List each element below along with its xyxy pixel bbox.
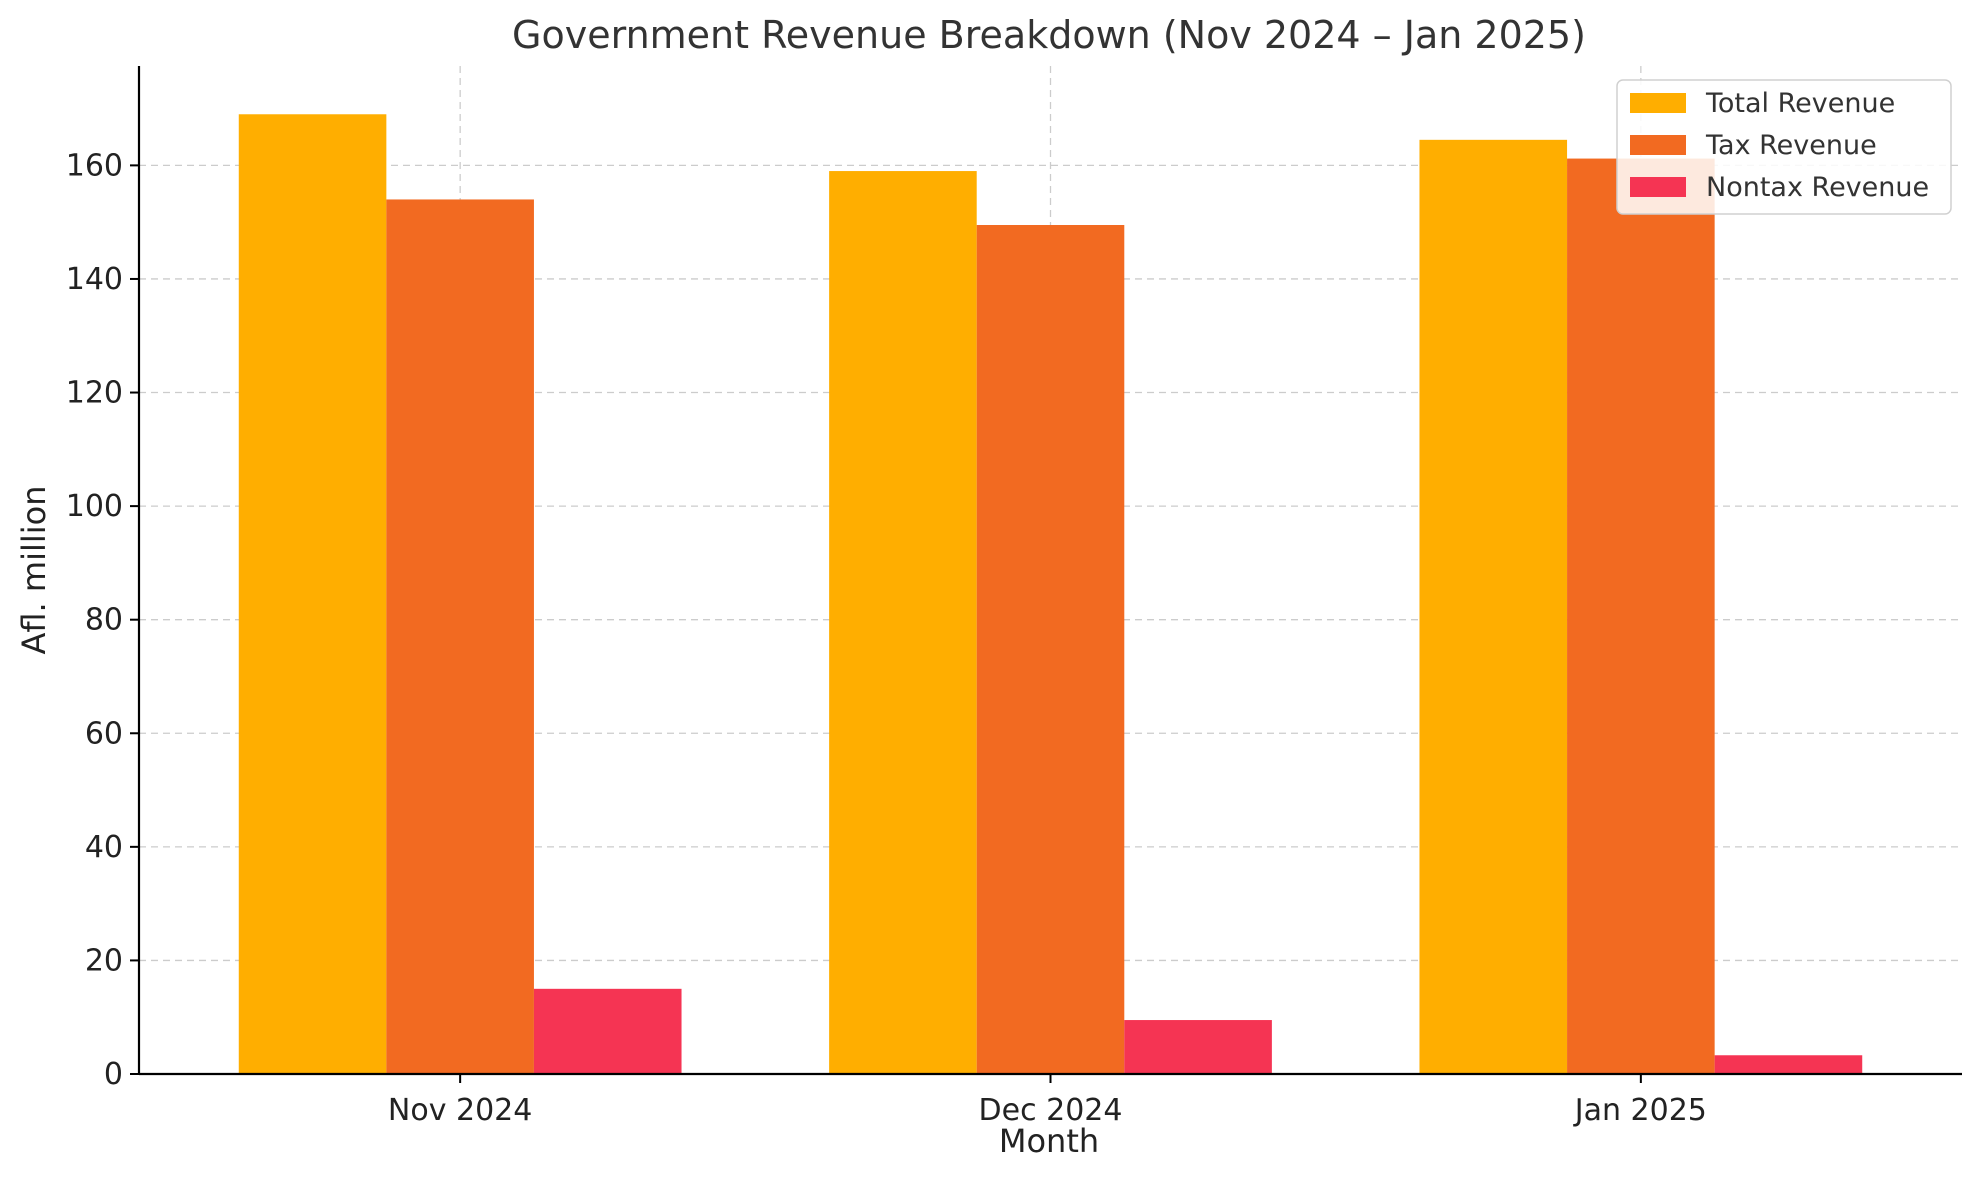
bar-total-revenue-dec-2024 — [829, 171, 977, 1075]
legend-label: Total Revenue — [1705, 88, 1895, 119]
x-tick-label: Jan 2025 — [1573, 1093, 1707, 1128]
y-tick-label: 100 — [66, 489, 123, 524]
y-tick-label: 120 — [66, 376, 123, 411]
bar-nontax-revenue-dec-2024 — [1124, 1020, 1272, 1074]
legend-label: Nontax Revenue — [1706, 172, 1929, 203]
x-tick-label: Dec 2024 — [979, 1093, 1123, 1128]
bar-total-revenue-nov-2024 — [238, 114, 387, 1074]
y-tick-label: 140 — [66, 262, 123, 297]
legend-frame — [1616, 79, 1952, 215]
y-tick-label: 20 — [85, 943, 123, 978]
y-tick-label: 40 — [85, 830, 123, 865]
x-axis-ticks: Nov 2024 Dec 2024 Jan 2025 — [388, 1074, 1707, 1128]
y-tick-label: 0 — [104, 1057, 123, 1092]
legend-swatch-tax-revenue — [1630, 135, 1686, 155]
chart-title: Government Revenue Breakdown (Nov 2024 –… — [512, 13, 1586, 57]
legend-swatch-nontax-revenue — [1630, 177, 1686, 197]
legend-swatch-total-revenue — [1630, 93, 1686, 113]
bar-total-revenue-jan-2025 — [1419, 139, 1568, 1075]
bar-tax-revenue-nov-2024 — [386, 199, 534, 1075]
x-axis-label: Month — [999, 1122, 1099, 1160]
x-tick-label: Nov 2024 — [388, 1093, 532, 1128]
y-axis-label: Afl. million — [15, 486, 53, 655]
bar-nontax-revenue-jan-2025 — [1714, 1055, 1863, 1074]
legend: Total Revenue Tax Revenue Nontax Revenue — [1616, 79, 1952, 215]
y-axis-ticks: 0 20 40 60 80 100 120 140 160 — [66, 148, 139, 1092]
y-tick-label: 160 — [66, 148, 123, 183]
legend-label: Tax Revenue — [1705, 130, 1877, 161]
y-tick-label: 60 — [85, 716, 123, 751]
bar-tax-revenue-dec-2024 — [976, 225, 1125, 1075]
bar-tax-revenue-jan-2025 — [1567, 158, 1715, 1075]
y-tick-label: 80 — [85, 603, 123, 638]
bar-nontax-revenue-nov-2024 — [533, 988, 682, 1074]
bars — [238, 114, 1863, 1075]
